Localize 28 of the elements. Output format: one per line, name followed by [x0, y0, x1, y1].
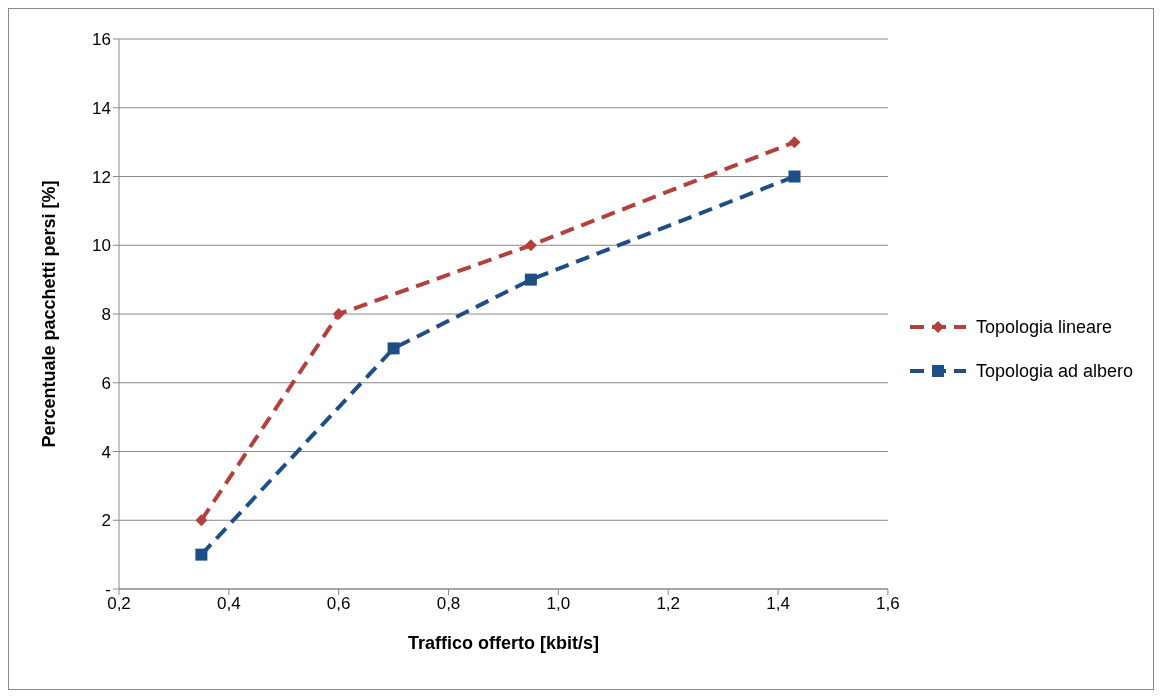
point: [524, 273, 537, 286]
y-tick-label: 12: [92, 167, 111, 187]
x-tick-label: 1,0: [546, 594, 571, 614]
y-tick-label: 16: [92, 30, 111, 50]
x-tick-label: 1,6: [876, 594, 900, 614]
x-tick-label: 1,4: [766, 594, 790, 614]
y-tick-label: 4: [101, 442, 111, 462]
y-tick-label: 14: [92, 98, 111, 118]
x-tick-label: 0,8: [436, 594, 461, 614]
point: [788, 170, 801, 183]
y-tick-label: 10: [92, 236, 111, 256]
point: [524, 239, 537, 252]
x-tick-label: 0,2: [107, 594, 131, 614]
y-tick-label: 8: [101, 305, 111, 325]
point: [195, 514, 208, 527]
y-axis-title: Percentuale pacchetti persi [%]: [39, 180, 60, 448]
x-axis-title: Traffico offerto [kbit/s]: [407, 633, 599, 653]
y-tick-label: 2: [101, 511, 111, 531]
x-tick-label: 1,2: [656, 594, 681, 614]
x-tick-label: 0,4: [217, 594, 241, 614]
x-tick-label: 0,6: [326, 594, 351, 614]
point: [387, 342, 400, 355]
point: [788, 136, 801, 149]
point: [332, 308, 345, 320]
point: [195, 548, 208, 561]
legend-label: Topologia ad albero: [975, 360, 1133, 382]
legend-label: Topologia lineare: [975, 316, 1112, 338]
y-tick-label: 6: [101, 373, 111, 393]
